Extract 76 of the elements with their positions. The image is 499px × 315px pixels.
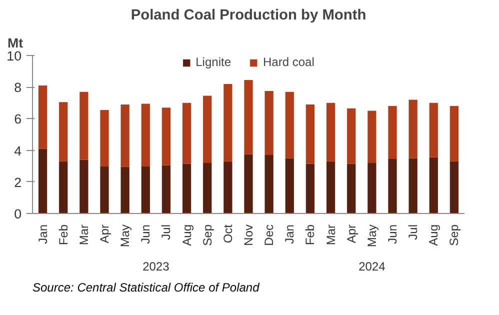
bar <box>224 84 232 162</box>
x-tick-label: Sep <box>447 224 462 246</box>
bar <box>182 102 192 164</box>
bar <box>368 162 376 214</box>
bar <box>162 165 171 214</box>
bar <box>244 80 253 154</box>
bar <box>182 164 192 214</box>
bar <box>408 158 418 214</box>
bar <box>203 96 212 163</box>
y-tick-label: 4 <box>14 143 22 158</box>
x-tick-label: Feb <box>56 224 70 246</box>
x-tick-label: May <box>364 224 379 248</box>
bar <box>388 106 397 159</box>
x-tick-label: Oct <box>220 224 235 244</box>
x-tick-label: Jan <box>282 224 297 244</box>
bar <box>224 161 232 214</box>
x-tick-label: Apr <box>344 224 358 244</box>
bar <box>306 104 315 164</box>
x-tick-label: Jul <box>159 224 174 240</box>
bar <box>244 154 253 214</box>
x-tick-label: Mar <box>76 224 91 246</box>
x-tick-label: Aug <box>180 224 194 246</box>
bar <box>450 161 459 214</box>
x-tick-label: Feb <box>303 224 318 246</box>
x-tick-label: Jan <box>36 224 50 244</box>
text: 2023 <box>142 260 170 274</box>
x-tick-label: May <box>118 224 132 248</box>
bar <box>100 110 109 166</box>
x-tick-label: Apr <box>98 224 112 244</box>
text: 2024 <box>358 260 386 274</box>
bar <box>264 155 274 214</box>
x-tick-label: Nov <box>242 224 256 246</box>
bar <box>450 106 459 162</box>
x-tick-label: Jun <box>386 224 400 244</box>
bar <box>100 166 109 214</box>
y-tick-label: 8 <box>14 80 22 96</box>
x-tick-label: Mar <box>324 224 338 246</box>
x-tick-label: Sep <box>200 224 214 246</box>
bar <box>141 166 150 214</box>
bar <box>285 158 294 214</box>
bar <box>347 108 356 164</box>
bar <box>38 86 48 149</box>
bar <box>408 100 418 158</box>
y-tick-label: 0 <box>14 206 22 222</box>
bar <box>306 164 315 214</box>
bar <box>326 102 336 162</box>
bar <box>429 102 438 158</box>
bar <box>38 148 48 214</box>
bar <box>429 157 438 214</box>
bar <box>59 102 68 162</box>
bar <box>326 161 336 214</box>
x-tick-label: Dec <box>262 224 276 246</box>
chart-title: Poland Coal Production by Month <box>130 8 366 24</box>
legend-label: Lignite <box>196 55 232 69</box>
bar <box>388 158 397 214</box>
y-tick-label: 2 <box>14 174 22 190</box>
y-axis-title: Mt <box>8 36 24 50</box>
bar <box>80 92 88 160</box>
bar <box>141 104 150 166</box>
x-tick-label: Jul <box>406 224 420 240</box>
y-tick-label: 6 <box>14 112 22 127</box>
y-tick-label: 10 <box>6 48 22 64</box>
bar <box>80 160 88 214</box>
bar <box>368 110 376 163</box>
x-tick-label: Aug <box>426 224 441 246</box>
source-note: Source: Central Statistical Office of Poland <box>32 280 260 294</box>
bar <box>120 104 130 167</box>
x-tick-label: Jun <box>138 224 153 244</box>
bar <box>120 166 130 214</box>
bar <box>203 162 212 214</box>
bar <box>162 108 171 166</box>
bar <box>347 164 356 214</box>
bar <box>264 91 274 156</box>
legend-label: Hard coal <box>263 55 314 69</box>
bar <box>59 161 68 214</box>
bar <box>285 92 294 158</box>
